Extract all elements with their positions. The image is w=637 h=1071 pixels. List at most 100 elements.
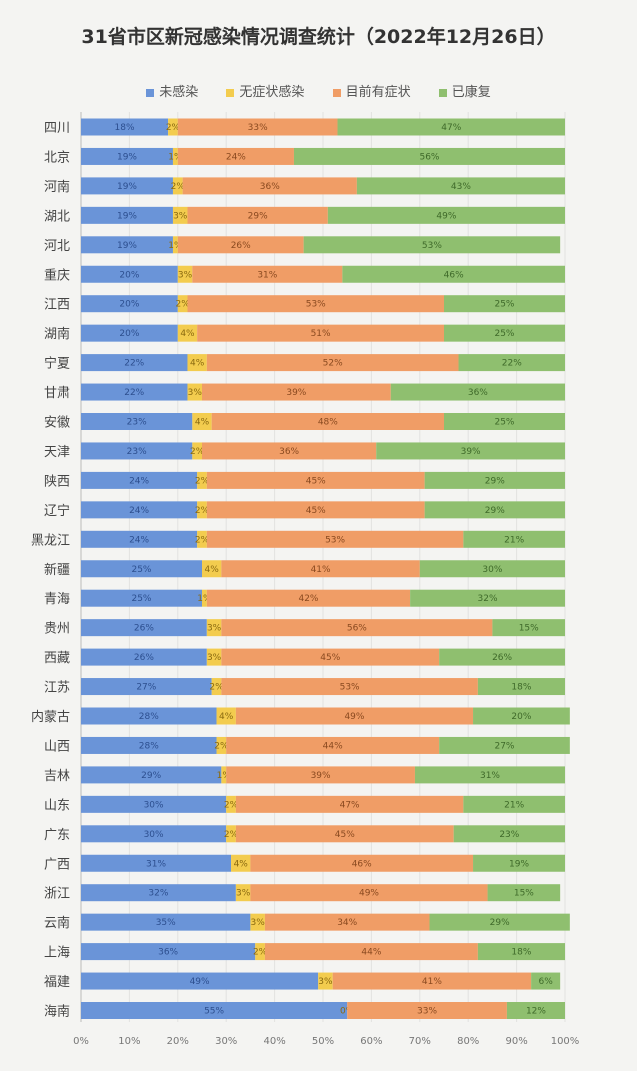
data-label: 22% xyxy=(124,359,144,369)
bar-segment xyxy=(192,442,202,460)
data-label: 53% xyxy=(306,300,326,310)
data-label: 2% xyxy=(224,830,239,840)
data-label: 46% xyxy=(352,859,372,869)
data-label: 26% xyxy=(492,653,512,663)
data-label: 51% xyxy=(311,329,331,339)
bar-segment xyxy=(410,589,565,607)
bar-segment xyxy=(81,619,207,637)
data-label: 1% xyxy=(217,771,232,781)
bar-segment xyxy=(206,648,222,666)
bar-segment xyxy=(172,177,183,195)
data-label: 21% xyxy=(504,535,524,545)
bar-segment xyxy=(81,589,202,607)
data-label: 28% xyxy=(139,741,159,751)
data-label: 36% xyxy=(158,948,178,958)
bar-segment xyxy=(81,884,236,902)
data-label: 24% xyxy=(129,476,149,486)
data-label: 53% xyxy=(340,683,360,693)
data-label: 32% xyxy=(148,889,168,899)
data-label: 19% xyxy=(117,182,137,192)
bar-segment xyxy=(81,1002,348,1019)
bar-segment xyxy=(250,913,265,931)
bar-segment xyxy=(172,147,178,165)
bar-segment xyxy=(187,383,202,401)
bar-segment xyxy=(424,501,565,519)
data-label: 19% xyxy=(117,152,137,162)
data-label: 28% xyxy=(139,712,159,722)
data-label: 3% xyxy=(207,653,222,663)
bar-segment xyxy=(477,943,565,961)
data-label: 2% xyxy=(171,182,186,192)
bar-segment xyxy=(206,619,222,637)
bar-segment xyxy=(250,884,488,902)
bar-segment xyxy=(221,678,478,696)
data-label: 47% xyxy=(340,800,360,810)
data-label: 46% xyxy=(444,270,464,280)
legend-swatch xyxy=(332,88,341,97)
bar-segment xyxy=(390,383,565,401)
x-tick-label: 40% xyxy=(263,1036,285,1047)
data-label: 52% xyxy=(323,359,343,369)
category-label: 山东 xyxy=(44,798,70,813)
data-label: 2% xyxy=(224,800,239,810)
legend-label: 无症状感染 xyxy=(239,85,305,100)
category-label: 贵州 xyxy=(44,622,70,637)
category-label: 宁夏 xyxy=(44,356,70,372)
data-label: 53% xyxy=(325,535,345,545)
legend-item: 目前有症状 xyxy=(332,81,411,100)
bar-segment xyxy=(221,560,420,578)
data-label: 36% xyxy=(260,182,280,192)
data-label: 47% xyxy=(441,123,461,133)
x-tick-label: 30% xyxy=(215,1036,237,1047)
bar-segment xyxy=(177,118,338,136)
bar-segment xyxy=(81,118,169,136)
data-label: 30% xyxy=(144,830,164,840)
x-tick-label: 90% xyxy=(505,1036,527,1047)
data-label: 56% xyxy=(419,152,439,162)
category-label: 广东 xyxy=(44,828,70,843)
data-label: 41% xyxy=(311,565,331,575)
data-label: 36% xyxy=(468,388,488,398)
bar-segment xyxy=(197,471,207,489)
data-label: 2% xyxy=(175,300,190,310)
bar-segment xyxy=(172,206,188,224)
bar-segment xyxy=(202,442,377,460)
data-label: 55% xyxy=(204,1007,224,1017)
data-label: 29% xyxy=(485,506,505,516)
data-label: 25% xyxy=(494,329,514,339)
bar-segment xyxy=(81,913,251,931)
data-label: 2% xyxy=(214,741,229,751)
data-label: 4% xyxy=(180,329,195,339)
data-label: 25% xyxy=(494,300,514,310)
bar-segment xyxy=(177,236,304,254)
bar-segment xyxy=(211,678,222,696)
data-label: 4% xyxy=(190,359,205,369)
data-label: 27% xyxy=(494,741,514,751)
legend: 未感染 无症状感染 目前有症状 已康复 xyxy=(0,81,637,100)
data-label: 20% xyxy=(119,300,139,310)
data-label: 22% xyxy=(502,359,522,369)
chart-title: 31省市区新冠感染情况调查统计（2022年12月26日） xyxy=(81,26,556,48)
bar-segment xyxy=(206,530,464,548)
data-label: 32% xyxy=(478,594,498,604)
data-label: 3% xyxy=(178,270,193,280)
bar-segment xyxy=(424,471,565,489)
data-label: 30% xyxy=(482,565,502,575)
bar-segment xyxy=(81,530,198,548)
category-label: 云南 xyxy=(44,915,70,931)
data-label: 30% xyxy=(144,800,164,810)
bar-segment xyxy=(81,678,212,696)
category-label: 陕西 xyxy=(44,474,70,489)
data-label: 39% xyxy=(311,771,331,781)
data-label: 26% xyxy=(134,624,154,634)
data-label: 26% xyxy=(231,241,251,251)
bar-segment xyxy=(197,530,207,548)
bar-segment xyxy=(429,913,570,931)
bar-segment xyxy=(168,118,178,136)
bar-segment xyxy=(458,354,565,372)
x-tick-label: 50% xyxy=(312,1036,334,1047)
bar-segment xyxy=(226,825,236,843)
bar-segment xyxy=(337,118,565,136)
data-label: 20% xyxy=(119,270,139,280)
data-label: 12% xyxy=(526,1007,546,1017)
